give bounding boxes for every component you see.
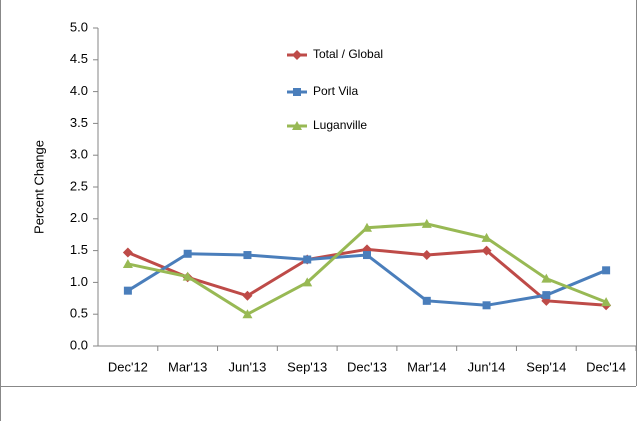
marker (293, 88, 301, 96)
legend-entry: Port Vila (287, 84, 358, 98)
marker (183, 249, 192, 258)
marker (292, 121, 302, 130)
marker (422, 296, 431, 305)
marker (542, 291, 551, 300)
marker (362, 222, 372, 232)
marker (602, 266, 611, 275)
y-tick-label: 5.0 (70, 19, 88, 34)
legend-label: Total / Global (313, 47, 383, 61)
series-line (127, 222, 607, 316)
marker (242, 290, 253, 301)
marker (421, 250, 432, 261)
marker (421, 218, 432, 228)
y-tick-label: 0.0 (70, 337, 88, 352)
marker (302, 277, 313, 287)
marker (182, 271, 193, 281)
legend-entry: Luganville (287, 118, 367, 132)
x-tick-label: Jun'13 (228, 359, 266, 374)
marker (303, 255, 312, 264)
marker (482, 301, 491, 310)
y-tick-label: 2.5 (70, 178, 88, 193)
x-tick-label: Dec'12 (108, 359, 148, 374)
marker (541, 273, 552, 283)
x-tick-label: Mar'14 (407, 359, 446, 374)
x-tick-label: Dec'13 (347, 359, 387, 374)
y-tick-label: 1.0 (70, 274, 88, 289)
y-tick-label: 3.5 (70, 115, 88, 130)
marker (481, 232, 492, 242)
marker (292, 50, 302, 60)
y-tick-label: 0.5 (70, 306, 88, 321)
y-tick-label: 2.0 (70, 210, 88, 225)
legend-label: Luganville (313, 118, 367, 132)
y-tick-label: 4.5 (70, 51, 88, 66)
marker (481, 245, 492, 256)
marker (123, 286, 132, 295)
marker (122, 247, 133, 258)
marker (601, 297, 612, 307)
x-tick-label: Jun'14 (468, 359, 506, 374)
legend-entry: Total / Global (287, 47, 383, 61)
y-axis-label: Percent Change (31, 140, 46, 234)
legend-label: Port Vila (313, 84, 358, 98)
marker (363, 251, 371, 260)
x-tick-label: Sep'14 (526, 359, 566, 374)
y-tick-label: 1.5 (70, 242, 88, 257)
marker (122, 258, 133, 268)
x-tick-label: Dec'14 (586, 359, 626, 374)
x-tick-label: Sep'13 (287, 359, 327, 374)
marker (243, 251, 252, 260)
y-tick-label: 4.0 (70, 83, 88, 98)
marker (242, 309, 253, 319)
x-tick-label: Mar'13 (168, 359, 207, 374)
y-tick-label: 3.0 (70, 147, 88, 162)
